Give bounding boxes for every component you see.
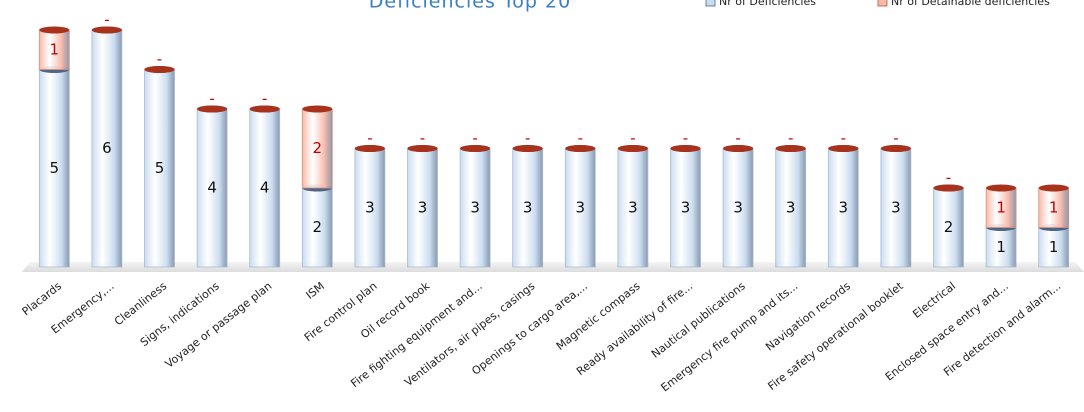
- value-label: 3: [576, 198, 586, 216]
- x-tick-label: Placards: [20, 279, 65, 318]
- value-label: 3: [365, 198, 375, 216]
- value-label: -: [788, 129, 793, 147]
- value-label: 5: [155, 159, 165, 177]
- bar: [985, 187, 1017, 228]
- value-label: 3: [839, 198, 849, 216]
- bar: [407, 148, 438, 268]
- bar-top: [723, 145, 754, 152]
- value-label: -: [525, 129, 530, 147]
- value-label: -: [841, 129, 846, 147]
- value-label: 2: [313, 218, 323, 236]
- bar-top: [407, 145, 438, 152]
- bar-top: [39, 26, 70, 34]
- value-label: 1: [1049, 238, 1059, 256]
- bar: [301, 108, 333, 189]
- bar: [38, 69, 70, 268]
- value-label: 3: [681, 198, 691, 216]
- bar: [301, 187, 333, 268]
- bar-top: [1038, 184, 1069, 192]
- value-label: 3: [523, 198, 533, 216]
- bar: [880, 148, 912, 268]
- bar-top: [144, 66, 175, 73]
- bar: [512, 148, 544, 268]
- bar-top: [460, 145, 491, 152]
- bar: [564, 148, 596, 268]
- value-label: 3: [733, 198, 743, 216]
- value-label: -: [472, 129, 477, 147]
- bar: [827, 148, 859, 268]
- bar: [249, 108, 281, 268]
- bar: [985, 227, 1017, 268]
- value-label: 2: [313, 139, 323, 157]
- floor: [22, 262, 1084, 272]
- bar-top: [775, 145, 806, 152]
- value-label: -: [946, 169, 951, 187]
- value-label: 3: [628, 198, 638, 216]
- value-label: -: [420, 129, 425, 147]
- bar: [196, 108, 228, 268]
- bar-top: [91, 26, 122, 34]
- x-tick-label: Electrical: [910, 279, 958, 320]
- bar: [459, 148, 491, 268]
- value-label: 2: [944, 218, 954, 236]
- bar: [1038, 187, 1070, 228]
- bar-top: [249, 105, 280, 113]
- bar: [617, 148, 649, 268]
- bar: [91, 29, 123, 268]
- value-label: -: [157, 50, 162, 68]
- legend-swatch: [877, 0, 888, 7]
- value-label: -: [104, 11, 109, 29]
- legend-swatch: [705, 0, 716, 7]
- bar: [38, 29, 70, 70]
- value-label: 4: [260, 179, 270, 197]
- bar-top: [880, 145, 911, 152]
- bar-top: [512, 145, 543, 152]
- value-label: 1: [50, 40, 60, 58]
- value-label: 1: [996, 198, 1006, 216]
- bar-top: [933, 184, 964, 192]
- value-label: -: [209, 90, 214, 108]
- value-label: 5: [50, 159, 60, 177]
- value-label: 3: [418, 198, 428, 216]
- value-label: -: [893, 129, 898, 147]
- bar-top: [986, 184, 1017, 192]
- x-tick-label: Voyage or passage plan: [163, 279, 275, 370]
- value-label: 1: [996, 238, 1006, 256]
- bar: [670, 148, 701, 268]
- value-label: -: [630, 129, 635, 147]
- legend-label: Nr of Deficiencies: [719, 0, 816, 8]
- bar-top: [197, 105, 228, 113]
- value-label: -: [735, 129, 740, 147]
- value-label: 3: [470, 198, 480, 216]
- bar-top: [670, 145, 701, 152]
- bar: [722, 148, 754, 268]
- chart-title: Deficiencies Top 20: [369, 0, 571, 13]
- value-label: 3: [891, 198, 901, 216]
- value-label: 1: [1049, 198, 1059, 216]
- bar: [144, 69, 175, 268]
- bar-top: [617, 145, 648, 152]
- bar-top: [828, 145, 859, 152]
- bar-top: [302, 105, 333, 113]
- bar: [775, 148, 807, 268]
- value-label: 6: [102, 139, 112, 157]
- value-label: -: [578, 129, 583, 147]
- value-label: -: [262, 90, 267, 108]
- bar-top: [354, 145, 385, 152]
- legend-label: Nr of Detainable deficiencies: [891, 0, 1050, 8]
- value-label: 3: [786, 198, 796, 216]
- bar: [933, 187, 964, 268]
- bar-top: [565, 145, 596, 152]
- value-label: 4: [207, 179, 217, 197]
- value-label: -: [367, 129, 372, 147]
- x-tick-label: Nautical publications: [649, 279, 748, 360]
- value-label: -: [683, 129, 688, 147]
- x-tick-label: ISM: [303, 279, 327, 301]
